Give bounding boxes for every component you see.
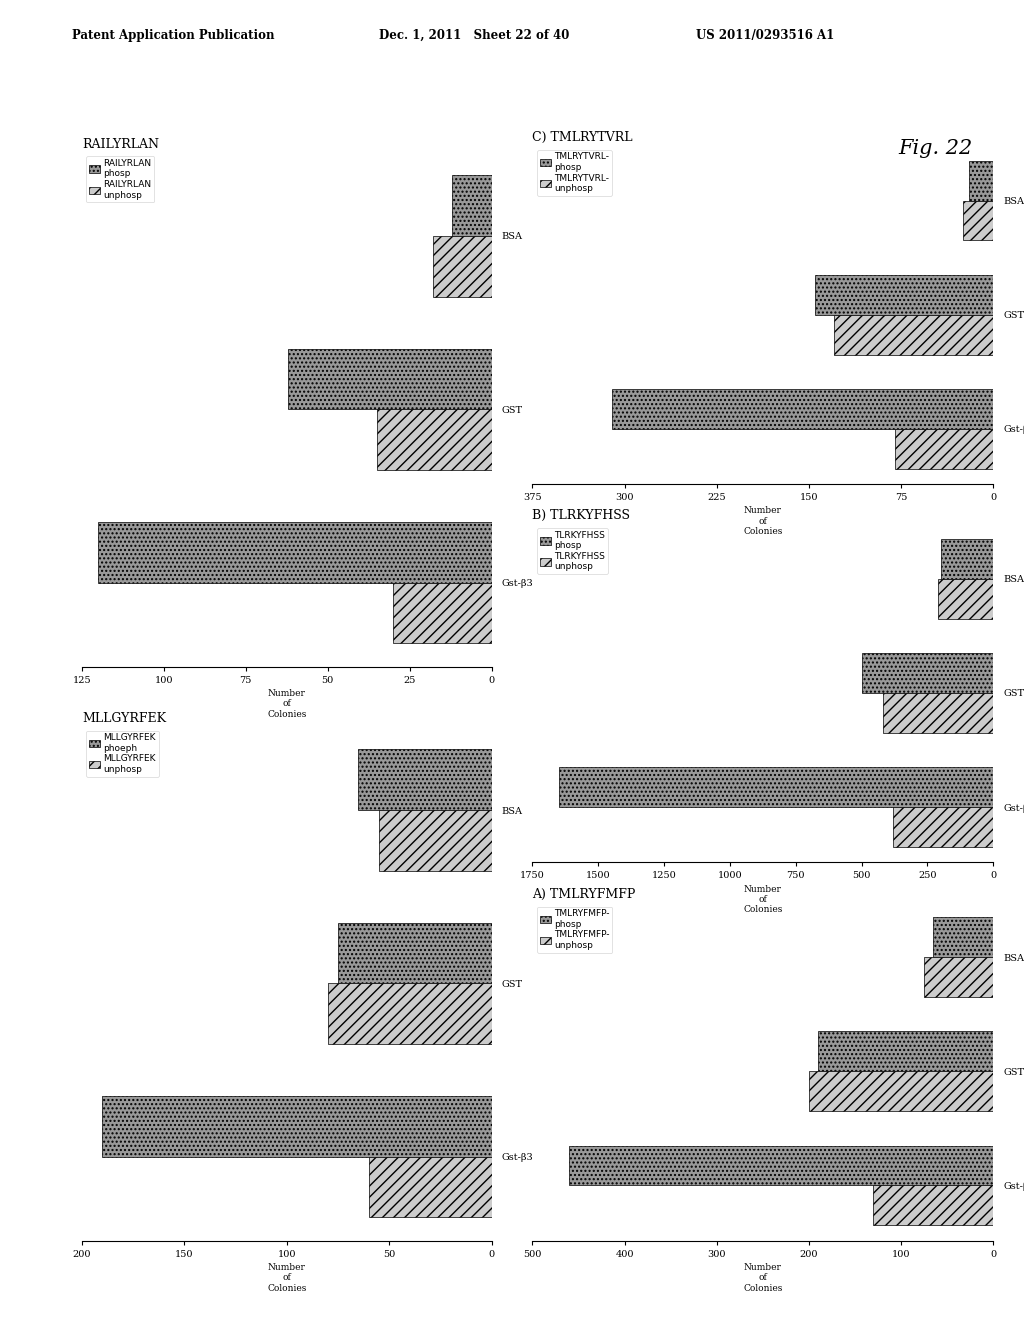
X-axis label: Number
of
Colonies: Number of Colonies: [267, 689, 306, 718]
Bar: [432, 236, 492, 297]
X-axis label: Number
of
Colonies: Number of Colonies: [743, 884, 782, 915]
Legend: MLLGYRFEK
phoeph, MLLGYRFEK
unphosp: MLLGYRFEK phoeph, MLLGYRFEK unphosp: [86, 730, 159, 776]
Text: RAILYRLAN: RAILYRLAN: [82, 137, 159, 150]
Bar: [393, 582, 492, 643]
Bar: [453, 176, 492, 236]
X-axis label: Number
of
Colonies: Number of Colonies: [267, 1263, 306, 1292]
Bar: [289, 348, 492, 409]
Bar: [369, 1156, 492, 1217]
Bar: [818, 1031, 993, 1072]
Bar: [559, 767, 993, 807]
Text: C) TMLRYTVRL: C) TMLRYTVRL: [532, 131, 633, 144]
Bar: [924, 957, 993, 997]
Bar: [612, 389, 993, 429]
Bar: [377, 409, 492, 470]
Bar: [938, 579, 993, 619]
Bar: [102, 1096, 492, 1156]
Bar: [873, 1185, 993, 1225]
Text: Dec. 1, 2011   Sheet 22 of 40: Dec. 1, 2011 Sheet 22 of 40: [379, 29, 569, 42]
X-axis label: Number
of
Colonies: Number of Colonies: [743, 506, 782, 536]
Bar: [934, 917, 993, 957]
Bar: [815, 275, 993, 314]
Legend: TLRKYFHSS
phosp, TLRKYFHSS
unphosp: TLRKYFHSS phosp, TLRKYFHSS unphosp: [537, 528, 607, 574]
X-axis label: Number
of
Colonies: Number of Colonies: [743, 1263, 782, 1292]
Bar: [569, 1146, 993, 1185]
Bar: [883, 693, 993, 733]
Bar: [328, 983, 492, 1044]
Bar: [963, 201, 993, 240]
Text: A) TMLRYFMFP: A) TMLRYFMFP: [532, 888, 636, 900]
Bar: [895, 429, 993, 469]
Text: Patent Application Publication: Patent Application Publication: [72, 29, 274, 42]
Legend: TMLRYFMFP-
phosp, TMLRYFMFP-
unphosp: TMLRYFMFP- phosp, TMLRYFMFP- unphosp: [537, 907, 612, 953]
Bar: [98, 521, 492, 582]
Legend: RAILYRLAN
phosp, RAILYRLAN
unphosp: RAILYRLAN phosp, RAILYRLAN unphosp: [86, 156, 155, 202]
Bar: [969, 161, 993, 201]
Bar: [941, 539, 993, 579]
Text: MLLGYRFEK: MLLGYRFEK: [82, 711, 166, 725]
Bar: [893, 807, 993, 847]
Bar: [834, 314, 993, 355]
Bar: [358, 750, 492, 810]
Legend: TMLRYTVRL-
phosp, TMLRYTVRL-
unphosp: TMLRYTVRL- phosp, TMLRYTVRL- unphosp: [537, 149, 612, 195]
Bar: [809, 1072, 993, 1111]
Text: B) TLRKYFHSS: B) TLRKYFHSS: [532, 510, 631, 523]
Text: US 2011/0293516 A1: US 2011/0293516 A1: [696, 29, 835, 42]
Text: Fig. 22: Fig. 22: [898, 139, 973, 157]
Bar: [379, 810, 492, 871]
Bar: [861, 653, 993, 693]
Bar: [338, 923, 492, 983]
